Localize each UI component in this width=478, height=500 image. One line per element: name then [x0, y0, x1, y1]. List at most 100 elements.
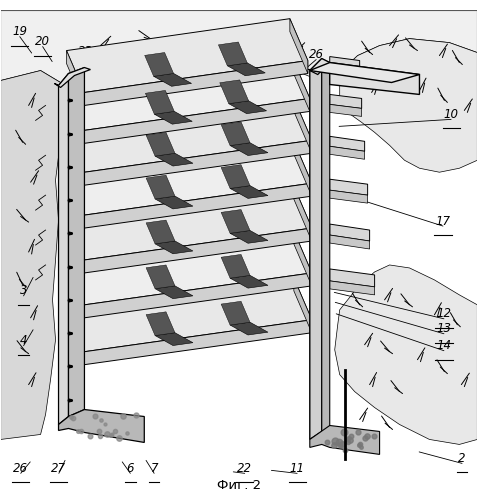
Polygon shape — [221, 254, 250, 278]
Polygon shape — [0, 70, 68, 440]
Polygon shape — [330, 104, 362, 117]
Polygon shape — [66, 50, 85, 106]
Polygon shape — [310, 58, 322, 440]
Polygon shape — [155, 286, 193, 298]
Polygon shape — [221, 122, 250, 146]
Polygon shape — [294, 231, 312, 286]
Polygon shape — [330, 66, 359, 78]
Polygon shape — [292, 56, 310, 112]
Polygon shape — [66, 186, 312, 260]
Text: 10: 10 — [444, 108, 458, 121]
Polygon shape — [294, 142, 312, 196]
Polygon shape — [330, 281, 375, 295]
Polygon shape — [155, 154, 193, 166]
Polygon shape — [218, 42, 247, 66]
Text: 26: 26 — [13, 462, 28, 475]
Polygon shape — [68, 68, 85, 416]
Text: 1: 1 — [258, 60, 266, 73]
Text: 6: 6 — [127, 462, 134, 475]
Text: 14: 14 — [436, 339, 451, 352]
Polygon shape — [153, 74, 192, 86]
Polygon shape — [155, 241, 193, 254]
Text: 7: 7 — [151, 462, 158, 475]
Polygon shape — [330, 224, 369, 241]
Polygon shape — [146, 220, 175, 244]
Text: Фиг. 2: Фиг. 2 — [217, 479, 261, 492]
Text: 20: 20 — [35, 35, 50, 48]
Polygon shape — [290, 18, 308, 74]
Polygon shape — [310, 62, 420, 82]
Polygon shape — [322, 58, 330, 434]
Polygon shape — [230, 142, 268, 156]
Text: 9: 9 — [210, 48, 218, 61]
Polygon shape — [330, 146, 365, 160]
Polygon shape — [330, 190, 368, 203]
Polygon shape — [330, 94, 362, 108]
Polygon shape — [145, 90, 174, 114]
Polygon shape — [66, 263, 85, 318]
Text: 26: 26 — [309, 48, 324, 61]
Polygon shape — [145, 52, 174, 76]
Text: 18: 18 — [151, 40, 165, 53]
Polygon shape — [155, 196, 193, 209]
Text: 4: 4 — [20, 334, 27, 347]
Polygon shape — [66, 173, 85, 228]
Text: 23: 23 — [78, 45, 93, 58]
Polygon shape — [146, 312, 175, 336]
Polygon shape — [294, 98, 312, 154]
Polygon shape — [85, 140, 312, 185]
Polygon shape — [330, 62, 420, 94]
Text: 27: 27 — [51, 462, 66, 475]
Polygon shape — [0, 10, 478, 86]
Polygon shape — [66, 18, 308, 92]
Polygon shape — [146, 132, 175, 156]
Polygon shape — [220, 80, 249, 104]
Polygon shape — [66, 231, 312, 305]
Polygon shape — [310, 426, 380, 454]
Text: 11: 11 — [290, 462, 304, 475]
Polygon shape — [146, 265, 175, 288]
Polygon shape — [66, 130, 85, 185]
Polygon shape — [66, 56, 310, 130]
Text: 17: 17 — [435, 214, 450, 228]
Polygon shape — [221, 210, 250, 234]
Polygon shape — [85, 98, 310, 144]
Polygon shape — [230, 322, 268, 335]
Polygon shape — [294, 278, 312, 333]
Polygon shape — [66, 218, 85, 273]
Polygon shape — [85, 60, 308, 106]
Polygon shape — [221, 164, 250, 188]
Text: 3: 3 — [20, 284, 27, 298]
Polygon shape — [66, 310, 85, 364]
Polygon shape — [294, 186, 312, 241]
Polygon shape — [335, 265, 478, 444]
Polygon shape — [330, 136, 365, 152]
Polygon shape — [58, 410, 144, 442]
Polygon shape — [66, 278, 312, 351]
Text: 13: 13 — [436, 322, 451, 336]
Polygon shape — [228, 63, 265, 76]
Polygon shape — [146, 175, 175, 199]
Polygon shape — [310, 58, 330, 74]
Polygon shape — [330, 56, 359, 70]
Polygon shape — [54, 68, 90, 87]
Polygon shape — [66, 142, 312, 215]
Polygon shape — [58, 74, 68, 424]
Text: 22: 22 — [237, 462, 252, 475]
Polygon shape — [154, 112, 192, 124]
Polygon shape — [230, 276, 268, 288]
Polygon shape — [221, 302, 250, 325]
Polygon shape — [330, 269, 375, 287]
Polygon shape — [85, 273, 312, 318]
Polygon shape — [230, 230, 268, 243]
Text: 15: 15 — [269, 50, 283, 63]
Polygon shape — [66, 88, 85, 144]
Text: 2: 2 — [458, 452, 466, 465]
Polygon shape — [66, 98, 312, 172]
Polygon shape — [330, 179, 368, 195]
Polygon shape — [85, 183, 312, 228]
Polygon shape — [340, 38, 478, 172]
Polygon shape — [85, 228, 312, 273]
Polygon shape — [230, 186, 268, 198]
Polygon shape — [155, 333, 193, 345]
